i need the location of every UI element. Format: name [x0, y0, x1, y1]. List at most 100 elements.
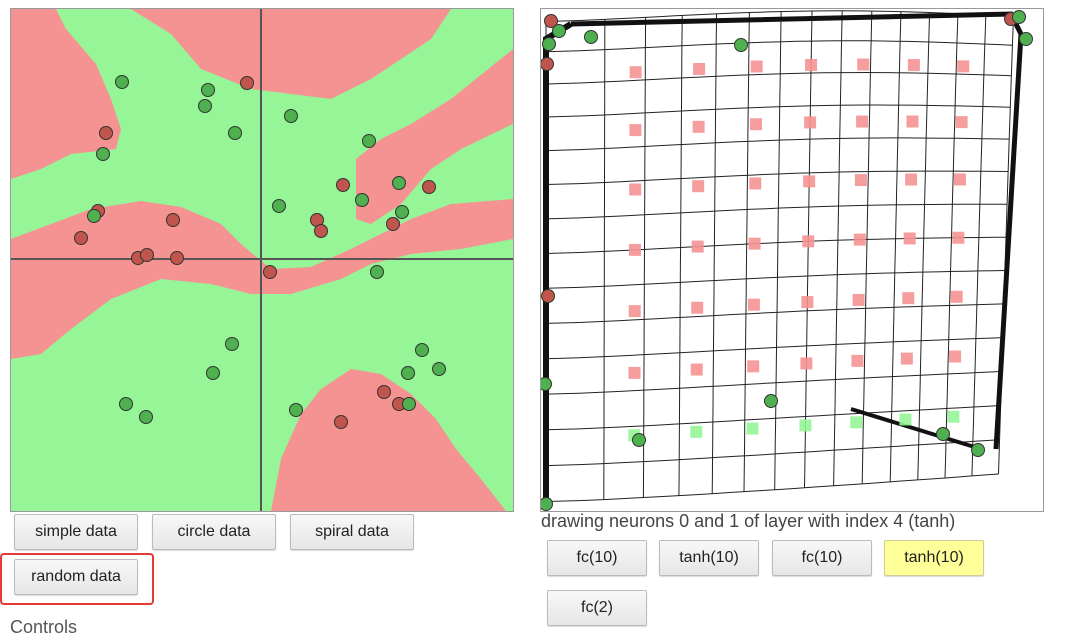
grid-sample [747, 298, 760, 311]
highlight-box [0, 553, 154, 605]
grid-sample [957, 60, 970, 73]
data-points [74, 75, 446, 429]
data-point [289, 403, 303, 417]
decision-boundary-canvas[interactable] [10, 8, 514, 512]
data-point [401, 366, 415, 380]
circle-data-button[interactable]: circle data [152, 514, 276, 550]
random-data-button[interactable]: random data [14, 559, 138, 595]
grid-sample [693, 62, 706, 75]
grid-sample [692, 120, 705, 133]
data-point [392, 176, 406, 190]
grid-sample [805, 58, 818, 71]
data-point [734, 38, 748, 52]
grid-line [545, 137, 1010, 152]
grid-sample [856, 115, 869, 128]
grid-line [545, 303, 1004, 324]
grid-line [545, 270, 1005, 289]
data-point [336, 178, 350, 192]
data-point [415, 343, 429, 357]
layer-button-1[interactable]: tanh(10) [659, 540, 759, 576]
grid-line [861, 11, 873, 484]
grid-line [545, 371, 1002, 395]
data-point [201, 83, 215, 97]
grid-sample [800, 357, 813, 370]
grid-line [545, 40, 1013, 53]
grid-line [545, 439, 1000, 467]
data-point [395, 205, 409, 219]
data-point [87, 209, 101, 223]
grid-sample [899, 413, 912, 426]
data-point [139, 410, 153, 424]
layer-button-2[interactable]: fc(10) [772, 540, 872, 576]
grid-line [545, 203, 1008, 220]
data-point [225, 337, 239, 351]
grid-sample [906, 115, 919, 128]
data-point [432, 362, 446, 376]
layer-caption: drawing neurons 0 and 1 of layer with in… [541, 511, 956, 531]
grid-sample [629, 124, 642, 137]
grid-sample [628, 305, 641, 318]
data-point [198, 99, 212, 113]
simple-data-button[interactable]: simple data [14, 514, 138, 550]
grid-line [545, 170, 1009, 185]
layer-button-3[interactable]: tanh(10) [884, 540, 984, 576]
grid-line [545, 71, 1012, 85]
data-point [402, 397, 416, 411]
data-point [632, 433, 646, 447]
grid-sample [750, 60, 763, 73]
data-point [544, 14, 558, 28]
data-point [377, 385, 391, 399]
grid-sample [949, 350, 962, 363]
grid-border [570, 11, 1024, 450]
grid-sample [902, 292, 915, 305]
grid-sample [692, 180, 705, 193]
data-point [370, 265, 384, 279]
grid-sample [955, 116, 968, 129]
data-point [541, 377, 552, 391]
grid-sample [857, 58, 870, 71]
data-point [1019, 32, 1033, 46]
data-point [542, 37, 556, 51]
layer-button-4[interactable]: fc(2) [547, 590, 647, 626]
data-point [936, 427, 950, 441]
grid-sample [748, 237, 761, 250]
data-point [166, 213, 180, 227]
grid-sample [952, 231, 965, 244]
grid-line [545, 104, 1011, 118]
spiral-data-button[interactable]: spiral data [290, 514, 414, 550]
grid-sample [690, 425, 703, 438]
data-point [74, 231, 88, 245]
grid-line [545, 473, 999, 502]
data-point [115, 75, 129, 89]
grid-sample [628, 366, 641, 379]
grid-sample [799, 419, 812, 432]
data-point [541, 289, 555, 303]
data-point [552, 24, 566, 38]
transformed-points [541, 10, 1033, 511]
grid-sample [953, 173, 966, 186]
layer-button-0[interactable]: fc(10) [547, 540, 647, 576]
data-point [140, 248, 154, 262]
grid-sample [628, 243, 641, 256]
data-point [355, 193, 369, 207]
grid-line [545, 236, 1007, 254]
data-point [422, 180, 436, 194]
data-point [206, 366, 220, 380]
data-point [314, 224, 328, 238]
grid-border [543, 21, 573, 509]
data-point [362, 134, 376, 148]
grid-sample [691, 240, 704, 253]
grid-sample [905, 173, 918, 186]
data-point [971, 443, 985, 457]
data-point [263, 265, 277, 279]
data-point [228, 126, 242, 140]
grid-line [917, 12, 931, 480]
data-point [99, 126, 113, 140]
grid-samples [628, 58, 970, 442]
grid-line [545, 405, 1001, 431]
grid-sample [850, 416, 863, 429]
data-point [170, 251, 184, 265]
grid-line [833, 10, 843, 486]
grid-sample [900, 352, 913, 365]
data-point [272, 199, 286, 213]
